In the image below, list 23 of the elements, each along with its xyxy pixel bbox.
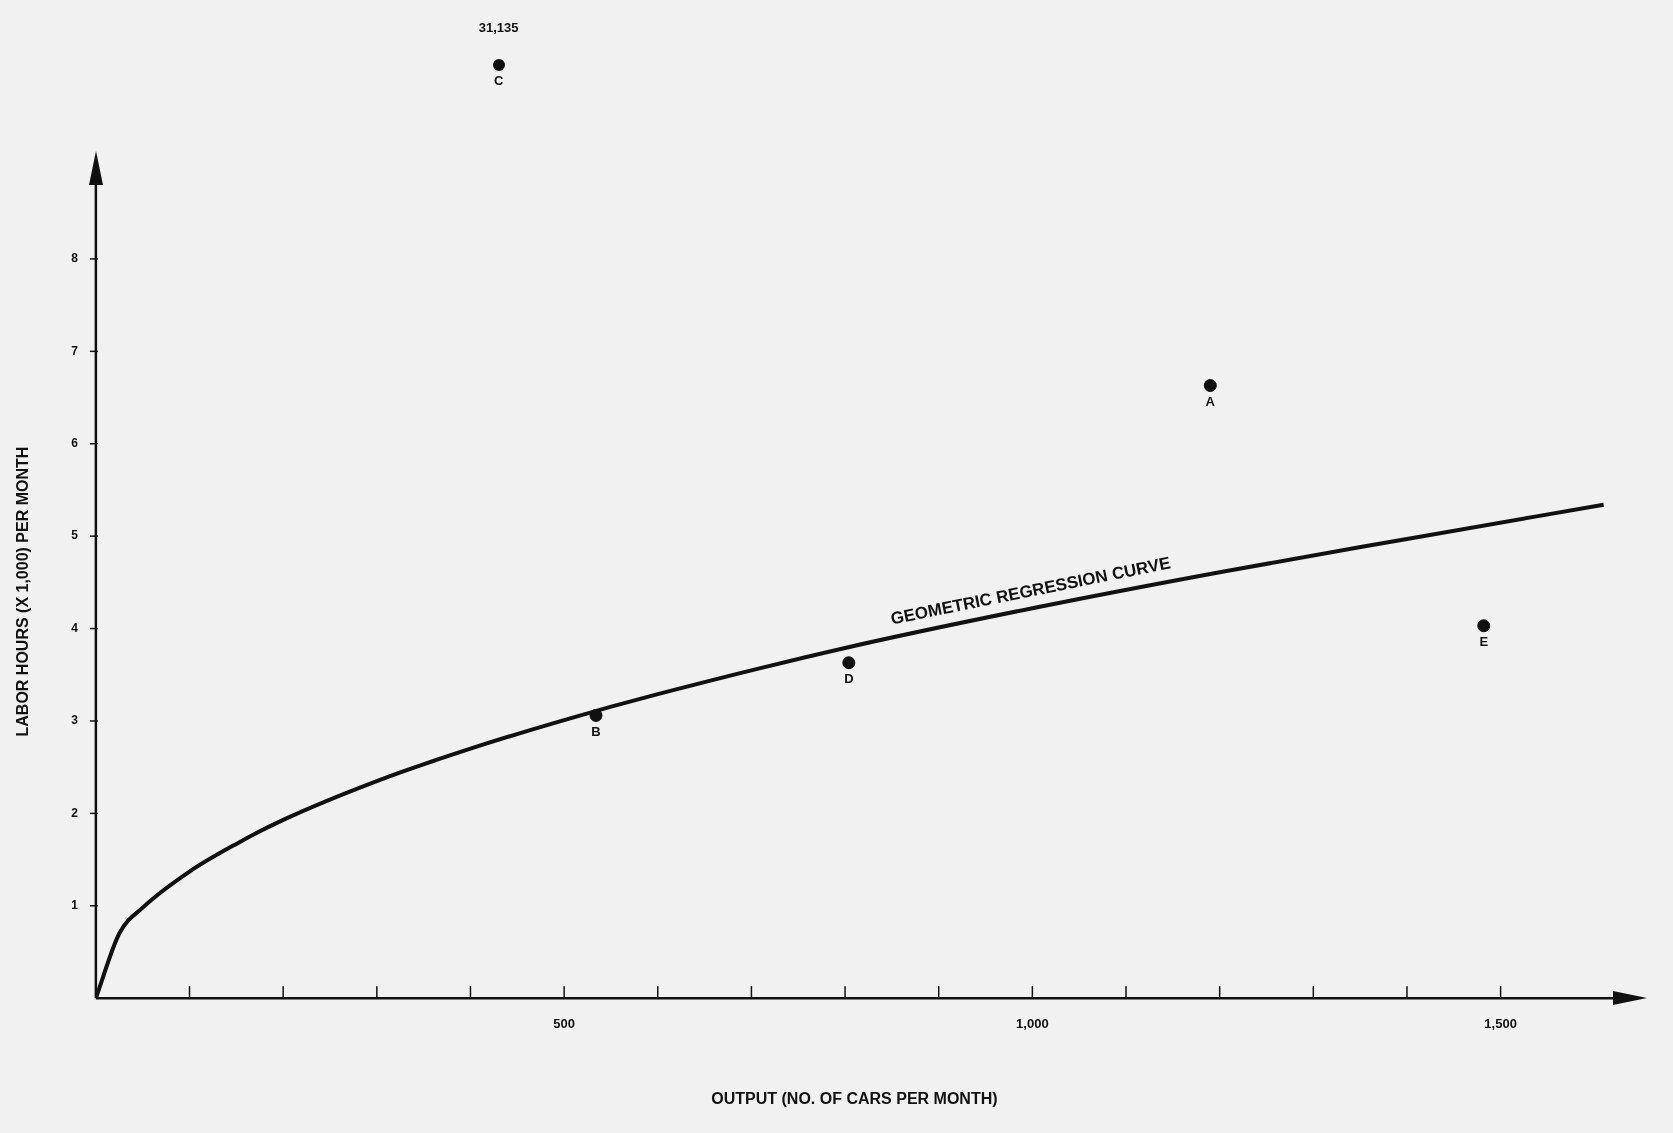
y-tick-label: 4 <box>71 620 79 635</box>
point <box>1477 619 1491 633</box>
point <box>842 656 856 670</box>
annotation: E <box>1479 633 1489 649</box>
y-tick-label: 5 <box>71 528 79 543</box>
x-tick-label: 1,500 <box>1484 1015 1517 1031</box>
y-tick-label: 1 <box>71 898 79 913</box>
text: 31,135 <box>478 20 519 36</box>
y-tick-label: 7 <box>71 343 79 358</box>
point <box>1203 379 1217 393</box>
annotation: B <box>591 723 601 739</box>
text: C <box>493 73 504 89</box>
point <box>589 708 603 722</box>
y-tick-label: 8 <box>71 251 79 266</box>
y-tick-label: 3 <box>71 713 79 728</box>
x-tick-label: 500 <box>553 1015 575 1031</box>
annotation: A <box>1205 393 1216 409</box>
x-tick-label: 1,000 <box>1016 1015 1049 1031</box>
x-axis-title: OUTPUT (NO. OF CARS PER MONTH) <box>711 1089 998 1107</box>
annotation: D <box>844 670 854 686</box>
y-tick-label: 6 <box>71 436 79 451</box>
y-axis-title: LABOR HOURS (X 1,000) PER MONTH <box>14 446 32 737</box>
y-tick-label: 2 <box>71 805 79 820</box>
